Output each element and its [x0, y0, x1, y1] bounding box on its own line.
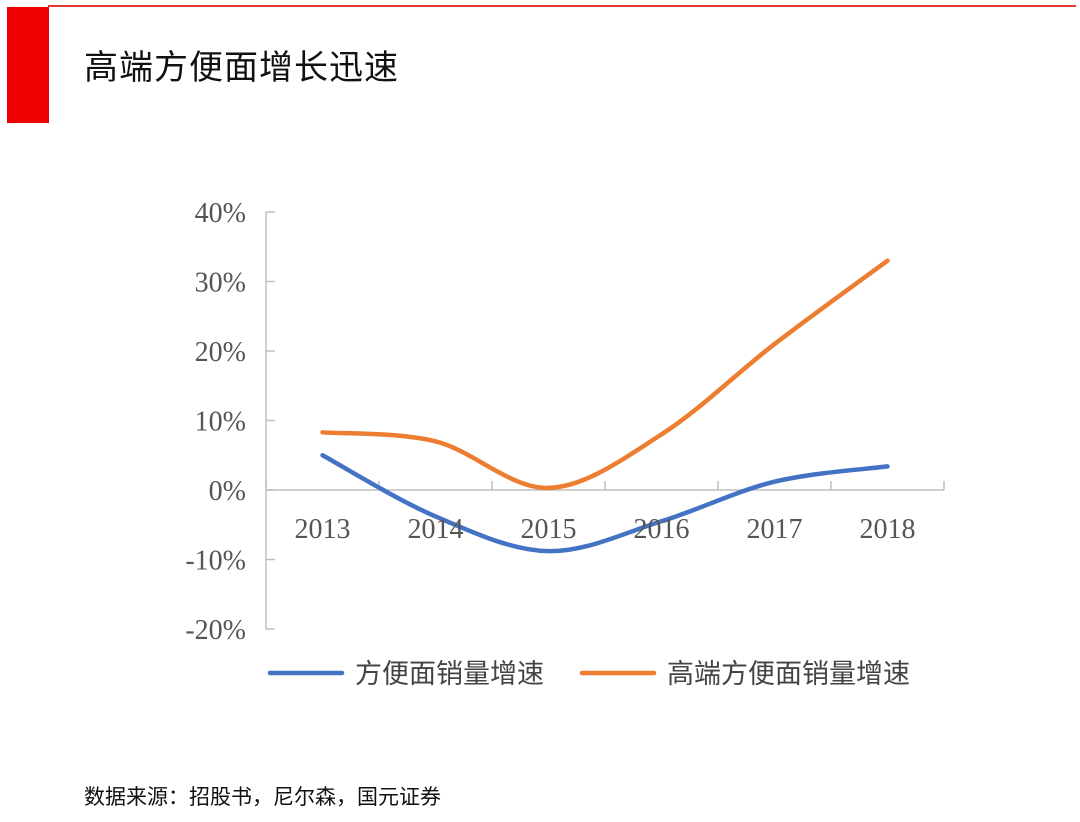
page-title: 高端方便面增长迅速	[84, 48, 399, 88]
x-tick-label: 2018	[860, 514, 916, 545]
y-tick-label: -20%	[185, 615, 246, 646]
legend-label-series-2: 高端方便面销量增速	[667, 659, 910, 690]
y-tick-label: 40%	[195, 198, 246, 229]
y-tick-label: 0%	[209, 476, 246, 507]
chart-labels: 40% 30% 20% 10% 0% -10% -20% 2013 2014 2015 2016 20…	[185, 198, 915, 646]
line-chart: 40% 30% 20% 10% 0% -10% -20% 2013 2014 2015 2016 20…	[185, 198, 945, 690]
y-tick-label: 10%	[195, 407, 246, 438]
x-tick-label: 2015	[521, 514, 577, 545]
y-tick-label: 20%	[195, 337, 246, 368]
legend-label-series-1: 方便面销量增速	[355, 659, 544, 690]
x-tick-label: 2014	[408, 514, 464, 545]
series-line-2	[320, 258, 890, 491]
y-tick-label: -10%	[185, 546, 246, 577]
chart-series	[320, 258, 890, 554]
header-rule	[48, 5, 1076, 7]
series-line-1	[320, 453, 890, 554]
chart-legend: 方便面销量增速 高端方便面销量增速	[267, 659, 910, 690]
chart-axes	[265, 211, 945, 630]
x-tick-label: 2013	[295, 514, 351, 545]
header-accent-bar	[7, 7, 49, 123]
y-tick-label: 30%	[195, 268, 246, 299]
x-tick-label: 2016	[634, 514, 690, 545]
x-tick-label: 2017	[747, 514, 803, 545]
source-note: 数据来源：招股书，尼尔森，国元证券	[84, 785, 441, 809]
